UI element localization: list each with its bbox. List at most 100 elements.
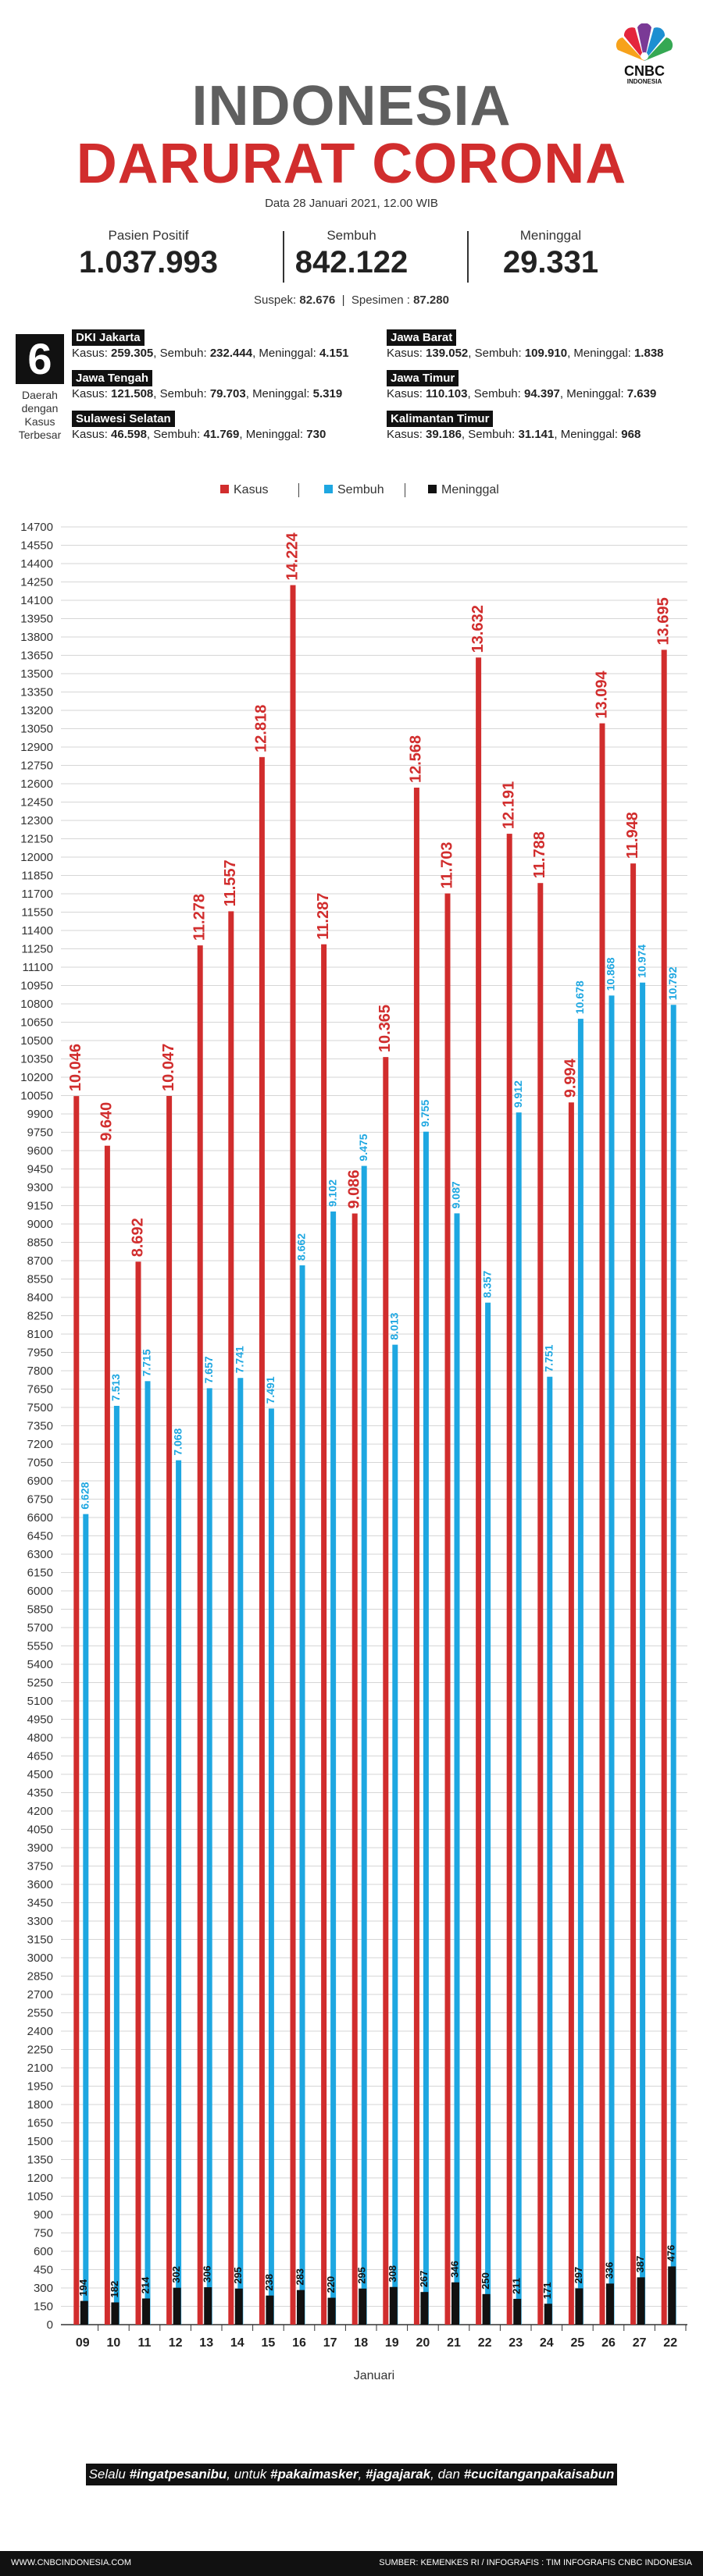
peacock-icon [616,23,673,61]
x-tick-label: 27 [633,2336,647,2350]
legend-divider [298,483,299,497]
region-value-label: Meninggal: [560,428,619,441]
y-tick-label: 12900 [20,741,53,754]
y-tick-label: 7650 [27,1383,53,1397]
data-label-meninggal: 308 [387,2265,398,2282]
slogan-hashtag: #jagajarak [365,2467,431,2482]
data-label-meninggal: 297 [573,2267,584,2284]
bar-meninggal [204,2287,212,2325]
bar-kasus [630,863,637,2325]
y-tick-label: 2700 [27,1988,53,2001]
region-value-label: Kasus: [387,428,423,441]
cnbc-logo: CNBC INDONESIA [609,23,680,85]
bar-meninggal [668,2266,676,2325]
y-tick-label: 7500 [27,1401,53,1414]
bar-sembuh [113,1405,120,2325]
y-tick-label: 450 [34,2264,53,2277]
bar-meninggal [389,2286,398,2325]
x-tick-label: 11 [138,2336,152,2350]
y-tick-label: 10950 [20,980,53,993]
stat-divider [283,231,284,283]
y-tick-label: 13650 [20,649,53,663]
region-count-badge: 6 [16,334,64,384]
x-tick-label: 17 [323,2336,337,2350]
stat-label: Pasien Positif [108,228,189,243]
data-label-meninggal: 220 [325,2276,337,2293]
x-tick-label: 12 [169,2336,183,2350]
legend-label: Kasus [234,483,269,496]
y-tick-label: 1500 [27,2135,53,2148]
data-label-kasus: 10.365 [376,1005,394,1052]
data-label-sembuh: 9.912 [512,1080,524,1108]
data-label-sembuh: 9.087 [450,1181,462,1208]
data-label-sembuh: 7.741 [234,1346,246,1373]
data-label-meninggal: 211 [511,2278,523,2294]
y-tick-label: 8250 [27,1310,53,1323]
y-tick-label: 750 [34,2227,53,2240]
y-tick-label: 10800 [20,998,53,1011]
slogan-banner: Selalu #ingatpesanibu, untuk #pakaimaske… [86,2464,617,2485]
chart-legend: Kasus Sembuh Meninggal [0,482,703,498]
data-label-sembuh: 6.628 [79,1482,91,1509]
slogan-text: , [358,2467,366,2482]
y-tick-label: 13200 [20,704,53,717]
region-name: DKI Jakarta [72,329,145,346]
data-label-kasus: 13.094 [593,671,610,719]
y-tick-label: 14250 [20,576,53,589]
x-tick-label: 15 [262,2336,276,2350]
caption-line: Terbesar [18,429,62,441]
bar-sembuh [547,1376,553,2325]
bar-meninggal [451,2282,459,2325]
region-value-label: Kasus: [72,387,108,400]
data-label-meninggal: 214 [139,2276,151,2293]
x-tick-label: 14 [230,2336,244,2350]
y-tick-label: 5850 [27,1603,53,1617]
data-label-sembuh: 7.715 [141,1349,153,1376]
y-tick-label: 13500 [20,667,53,681]
region-entry: Kalimantan Timur Kasus: 39.186, Sembuh: 3… [387,411,699,443]
data-label-kasus: 13.632 [469,605,487,653]
y-tick-label: 9750 [27,1126,53,1140]
region-values: Kasus: 46.598, Sembuh: 41.769, Meninggal… [72,428,327,441]
bar-sembuh [516,1112,522,2325]
region-value: 109.910 [524,347,568,360]
data-label-sembuh: 10.678 [573,980,586,1014]
y-tick-label: 6900 [27,1475,53,1488]
data-label-kasus: 11.788 [531,831,548,878]
y-tick-label: 7200 [27,1438,53,1451]
y-tick-label: 4650 [27,1750,53,1763]
bar-kasus [444,893,451,2325]
x-tick-label: 10 [107,2336,121,2350]
y-tick-label: 2100 [27,2062,53,2075]
bar-sembuh [176,1460,182,2325]
logo-subtitle: INDONESIA [626,78,662,85]
y-tick-label: 9150 [27,1200,53,1213]
data-label-kasus: 9.086 [345,1169,362,1208]
y-tick-label: 6300 [27,1548,53,1561]
bar-sembuh [577,1019,583,2325]
y-tick-label: 3900 [27,1841,53,1855]
region-value-label: Sembuh: [468,428,516,441]
data-label-sembuh: 8.357 [480,1270,493,1297]
y-tick-label: 0 [47,2318,53,2332]
caption-line: Kasus [24,415,55,428]
bar-meninggal [575,2288,583,2325]
y-tick-label: 11250 [21,943,53,956]
y-tick-label: 4050 [27,1823,53,1837]
y-tick-label: 3600 [27,1878,53,1891]
region-value-label: Sembuh: [159,347,207,360]
bar-kasus [197,945,203,2325]
logo-wordmark: CNBC [624,63,665,79]
data-label-kasus: 12.818 [253,705,270,753]
bar-kasus [73,1096,80,2325]
y-tick-label: 10650 [20,1016,53,1030]
data-label-kasus: 11.703 [438,841,455,888]
region-value-label: Kasus: [72,428,108,441]
bar-meninggal [266,2295,274,2325]
bar-kasus [290,585,296,2325]
y-tick-label: 8550 [27,1273,53,1286]
bar-kasus [568,1102,574,2325]
bar-meninggal [234,2288,243,2325]
data-label-meninggal: 182 [109,2281,120,2298]
title-line-1: INDONESIA [191,75,512,137]
